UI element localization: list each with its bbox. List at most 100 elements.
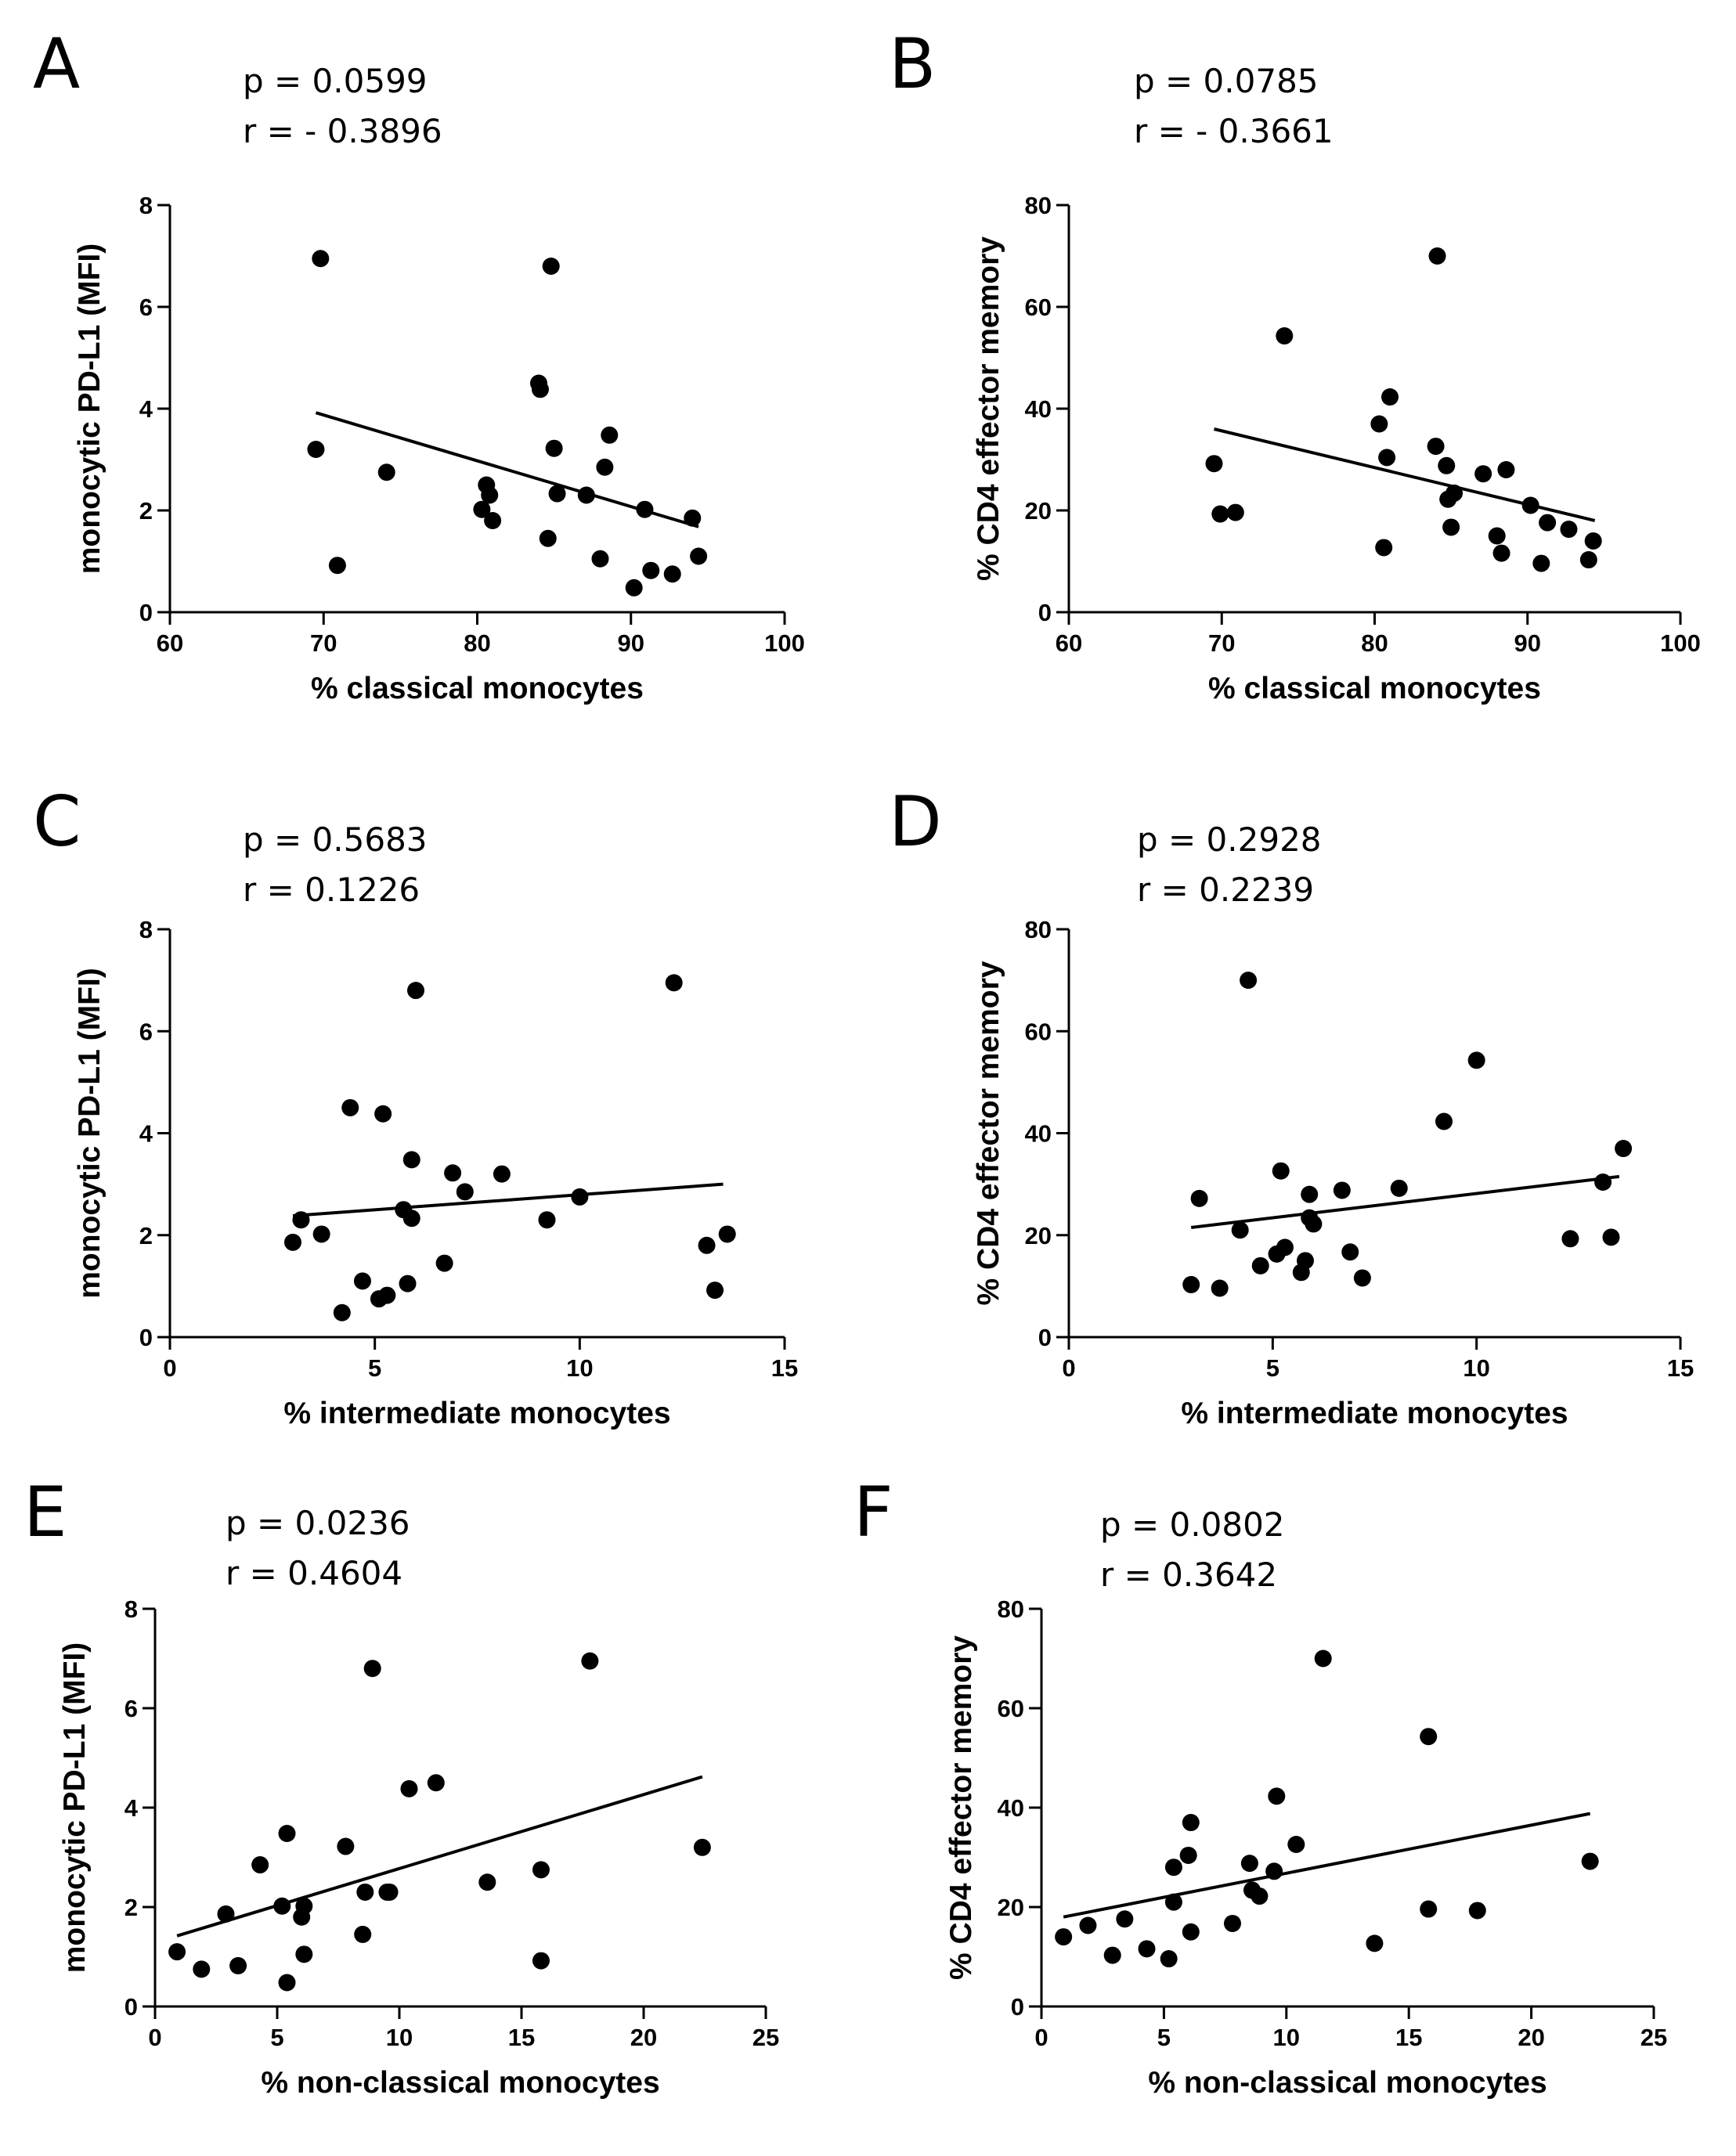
data-point — [1211, 505, 1229, 523]
y-tick-label: 80 — [998, 1595, 1024, 1623]
p-value: p = 0.0785 — [1134, 62, 1319, 100]
y-tick-label: 6 — [139, 1018, 153, 1045]
y-tick-label: 60 — [998, 1695, 1024, 1722]
x-tick-label: 0 — [163, 1354, 176, 1382]
data-point — [1381, 388, 1399, 406]
data-point — [684, 509, 702, 527]
r-value: r = - 0.3661 — [1134, 112, 1334, 150]
data-point — [427, 1774, 445, 1792]
data-point — [493, 1165, 511, 1183]
y-tick-label: 2 — [125, 1894, 138, 1921]
data-point — [356, 1883, 374, 1901]
x-tick-label: 80 — [464, 629, 490, 657]
y-tick-label: 8 — [125, 1595, 138, 1623]
regression-line — [176, 1775, 703, 1938]
y-axis-title: monocytic PD-L1 (MFI) — [58, 1642, 92, 1974]
data-point — [636, 500, 654, 518]
x-tick-label: 5 — [1266, 1354, 1279, 1382]
data-point — [1561, 1230, 1579, 1248]
data-point — [1305, 1215, 1323, 1233]
data-point — [478, 1873, 496, 1891]
data-point — [1602, 1228, 1620, 1246]
y-tick-label: 4 — [139, 1120, 153, 1148]
x-tick-label: 25 — [753, 2024, 779, 2051]
p-value: p = 0.0236 — [226, 1504, 410, 1542]
data-point — [229, 1956, 247, 1974]
data-point — [601, 426, 619, 444]
x-tick-label: 0 — [1034, 2024, 1048, 2051]
data-point — [1366, 1934, 1384, 1952]
r-value: r = 0.1226 — [243, 871, 420, 909]
data-point — [1103, 1946, 1121, 1964]
data-point — [377, 463, 395, 481]
data-point — [1301, 1185, 1319, 1203]
data-point — [168, 1943, 186, 1961]
y-tick-label: 8 — [139, 916, 153, 943]
y-tick-label: 60 — [1025, 1018, 1052, 1045]
data-point — [312, 1225, 330, 1243]
data-point — [1164, 1859, 1182, 1877]
data-point — [374, 1105, 392, 1123]
y-tick-label: 0 — [1038, 599, 1052, 626]
x-tick-label: 5 — [1157, 2024, 1171, 2051]
x-tick-label: 20 — [1518, 2024, 1544, 2051]
data-point — [295, 1897, 313, 1915]
x-axis-title: % non-classical monocytes — [1148, 2066, 1547, 2100]
regression-line — [1190, 1174, 1620, 1229]
data-point — [312, 250, 330, 268]
data-point — [378, 1286, 396, 1304]
data-point — [435, 1254, 453, 1272]
data-point — [1182, 1923, 1200, 1941]
data-point — [591, 550, 609, 568]
panel-letter: E — [23, 1472, 67, 1552]
data-point — [1378, 449, 1396, 467]
x-axis-title: % intermediate monocytes — [283, 1397, 670, 1430]
data-point — [1240, 972, 1258, 990]
data-point — [1474, 465, 1492, 483]
data-point — [1205, 455, 1223, 473]
data-point — [532, 1861, 550, 1879]
x-axis-title: % non-classical monocytes — [261, 2066, 659, 2100]
data-point — [278, 1825, 296, 1843]
data-point — [444, 1164, 462, 1182]
data-point — [1223, 1914, 1241, 1932]
data-point — [542, 258, 560, 275]
y-tick-label: 80 — [1025, 192, 1052, 219]
x-tick-label: 10 — [1273, 2024, 1300, 2051]
x-tick-label: 0 — [148, 2024, 161, 2051]
data-point — [1268, 1787, 1286, 1805]
y-axis-title: monocytic PD-L1 (MFI) — [73, 243, 106, 575]
data-point — [1532, 554, 1550, 572]
y-axis-title: % CD4 effector memory — [972, 236, 1005, 581]
x-tick-label: 90 — [618, 629, 644, 657]
x-tick-label: 70 — [1208, 629, 1235, 657]
r-value: r = 0.3642 — [1100, 1556, 1277, 1594]
y-tick-label: 0 — [125, 1993, 138, 2021]
x-tick-label: 20 — [630, 2024, 657, 2051]
data-point — [341, 1098, 359, 1116]
x-tick-label: 15 — [508, 2024, 535, 2051]
data-point — [1314, 1649, 1332, 1667]
data-point — [353, 1272, 371, 1290]
data-point — [1420, 1728, 1438, 1746]
data-point — [1341, 1243, 1359, 1261]
data-point — [642, 561, 660, 579]
data-point — [1182, 1275, 1200, 1293]
data-point — [193, 1960, 211, 1978]
data-point — [690, 547, 708, 565]
data-point — [693, 1838, 711, 1856]
data-point — [481, 486, 499, 504]
p-value: p = 0.5683 — [243, 820, 428, 859]
regression-line — [315, 411, 699, 528]
data-point — [698, 1236, 716, 1254]
data-point — [292, 1211, 310, 1229]
p-value: p = 0.0802 — [1100, 1505, 1285, 1544]
data-point — [1390, 1179, 1408, 1197]
y-tick-label: 20 — [998, 1894, 1024, 1921]
data-point — [581, 1652, 599, 1670]
data-point — [1581, 1852, 1599, 1870]
x-tick-label: 15 — [771, 1354, 798, 1382]
data-point — [1276, 327, 1294, 345]
data-point — [665, 974, 683, 992]
